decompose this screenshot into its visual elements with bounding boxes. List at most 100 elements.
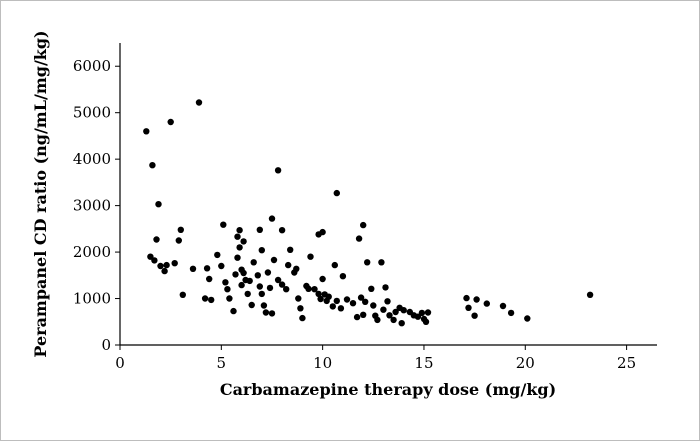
data-point <box>268 310 276 317</box>
data-point <box>155 201 162 208</box>
data-point <box>333 189 340 197</box>
data-point <box>392 308 399 316</box>
data-point <box>524 315 531 322</box>
data-point <box>378 259 385 266</box>
data-point <box>264 269 272 276</box>
x-tick-label: 10 <box>313 354 332 372</box>
data-point <box>224 286 231 293</box>
data-point <box>349 300 357 307</box>
data-point <box>364 259 371 266</box>
data-point <box>151 257 158 264</box>
data-point <box>380 306 387 313</box>
data-point <box>153 236 160 243</box>
data-point <box>507 309 515 317</box>
data-point <box>270 256 278 264</box>
data-point <box>329 303 336 310</box>
data-point <box>246 277 253 285</box>
data-point <box>483 300 490 307</box>
y-tick-label: 4000 <box>73 150 111 168</box>
y-tick-label: 6000 <box>73 57 111 75</box>
data-point <box>315 290 322 298</box>
data-point <box>333 297 340 305</box>
data-point <box>360 221 367 229</box>
ticks: 0 5 10 15 20 25 0 1000 2000 3000 4000 5000 6000 <box>73 57 636 372</box>
data-point <box>240 269 247 277</box>
data-point <box>260 302 268 309</box>
data-point <box>374 316 381 324</box>
y-tick-label: 1000 <box>73 290 111 308</box>
data-point <box>189 265 197 272</box>
data-point <box>268 215 276 222</box>
y-axis-title: Perampanel CD ratio (ng/mL/mg/kg) <box>31 30 50 357</box>
data-point <box>398 320 405 327</box>
data-point <box>234 233 241 240</box>
data-point <box>311 286 318 293</box>
data-point <box>325 293 332 300</box>
data-point <box>208 296 215 304</box>
data-point <box>230 307 237 315</box>
data-point <box>218 262 225 270</box>
data-point <box>206 275 213 283</box>
y-tick-label: 2000 <box>73 243 111 261</box>
data-point <box>240 238 247 245</box>
axes <box>119 43 657 346</box>
data-point <box>161 267 168 275</box>
data-point <box>274 276 282 284</box>
data-point <box>258 290 265 298</box>
data-point <box>167 118 174 126</box>
data-point <box>278 227 286 234</box>
data-point <box>319 228 326 236</box>
data-point <box>232 271 239 278</box>
data-point <box>214 251 221 259</box>
data-point <box>157 262 164 270</box>
y-tick-label: 0 <box>101 336 111 354</box>
data-point <box>424 309 432 316</box>
data-point <box>195 99 203 106</box>
data-point <box>262 309 270 316</box>
data-points <box>143 99 594 327</box>
data-point <box>360 311 367 318</box>
data-point <box>287 246 294 253</box>
data-point <box>390 316 397 324</box>
data-point <box>171 260 178 267</box>
data-point <box>473 296 480 303</box>
data-point <box>177 226 184 233</box>
data-point <box>319 275 326 283</box>
data-point <box>353 313 361 321</box>
data-point <box>384 298 391 305</box>
data-point <box>143 128 150 135</box>
y-tick-label: 5000 <box>73 104 111 122</box>
data-point <box>236 244 243 251</box>
data-point <box>293 265 300 272</box>
data-point <box>355 235 363 242</box>
data-point <box>222 279 229 286</box>
data-point <box>299 314 306 322</box>
data-point <box>362 298 369 305</box>
data-point <box>317 295 324 303</box>
data-point <box>236 227 243 234</box>
data-point <box>203 265 211 272</box>
data-point <box>400 307 407 314</box>
x-tick-label: 0 <box>115 354 125 372</box>
data-point <box>258 247 265 254</box>
data-point <box>337 305 345 312</box>
data-point <box>586 291 594 298</box>
data-point <box>226 295 233 302</box>
x-tick-label: 25 <box>617 354 636 372</box>
data-point <box>295 295 302 302</box>
data-point <box>254 272 261 279</box>
x-tick-label: 5 <box>217 354 227 372</box>
data-point <box>339 273 347 280</box>
data-point <box>343 296 351 303</box>
data-point <box>278 281 286 288</box>
data-point <box>248 301 255 309</box>
y-tick-label: 3000 <box>73 197 111 215</box>
data-point <box>283 286 290 293</box>
data-point <box>256 283 263 290</box>
data-point <box>220 221 227 228</box>
data-point <box>201 295 209 302</box>
data-point <box>285 261 292 269</box>
data-point <box>305 285 312 292</box>
